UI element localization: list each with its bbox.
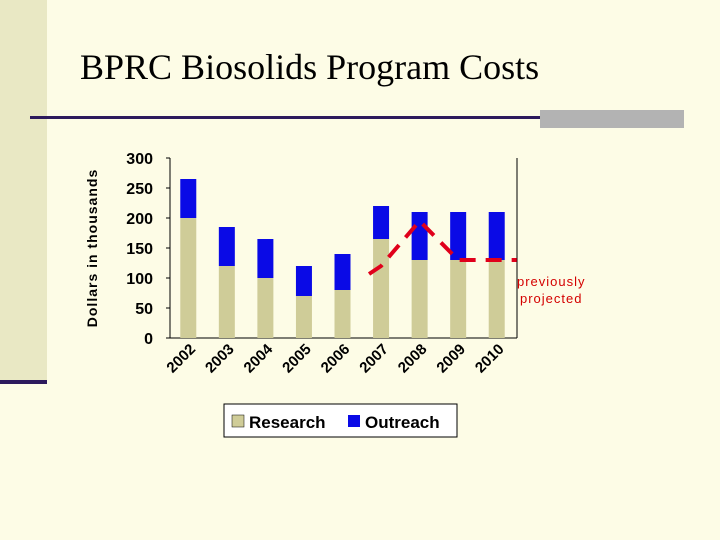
y-tick-label: 100 xyxy=(126,271,153,288)
legend-swatch-research xyxy=(231,414,245,428)
legend-box xyxy=(223,403,458,438)
bar-outreach-2007 xyxy=(373,206,390,239)
x-tick-label: 2003 xyxy=(202,341,238,377)
decorative-left-bar-line xyxy=(0,380,47,384)
y-axis-ticks: 0 50 100 150 200 250 300 xyxy=(126,151,170,348)
bar-research-2005 xyxy=(295,296,312,338)
y-tick-label: 0 xyxy=(144,331,153,348)
x-tick-label: 2006 xyxy=(318,341,354,377)
x-tick-label: 2002 xyxy=(163,341,199,377)
bar-research-2007 xyxy=(373,239,390,338)
projection-line xyxy=(367,218,517,276)
bar-outreach-2010 xyxy=(488,212,505,260)
bar-research-2010 xyxy=(488,260,505,338)
x-axis-ticks: 2002 2003 2004 2005 2006 2007 2008 2009 2010 xyxy=(163,340,507,376)
x-tick-label: 2009 xyxy=(433,341,469,377)
y-tick-label: 300 xyxy=(126,151,153,168)
bar-research-2002 xyxy=(180,218,197,338)
x-tick-label: 2008 xyxy=(395,341,431,377)
y-axis-label: Dollars in thousands xyxy=(84,169,100,327)
bar-outreach-2009 xyxy=(450,212,467,260)
projection-label-line1: previously xyxy=(517,274,586,289)
y-tick-label: 150 xyxy=(126,241,153,258)
y-tick-label: 50 xyxy=(135,301,153,318)
projection-label-line2: projected xyxy=(520,291,582,306)
bar-outreach-2003 xyxy=(218,227,235,266)
y-tick-label: 250 xyxy=(126,181,153,198)
decorative-left-bar xyxy=(0,0,47,383)
bar-outreach-2002 xyxy=(180,179,197,218)
title-rule-accent xyxy=(540,110,684,128)
legend-label-outreach: Outreach xyxy=(365,413,440,432)
bar-research-2006 xyxy=(334,290,351,338)
bar-outreach-2004 xyxy=(257,239,274,278)
slide-title: BPRC Biosolids Program Costs xyxy=(80,47,540,87)
bars xyxy=(180,179,505,338)
title-rule xyxy=(30,116,540,119)
x-tick-label: 2007 xyxy=(356,341,392,377)
x-tick-label: 2004 xyxy=(241,340,277,376)
bar-research-2009 xyxy=(450,260,467,338)
x-tick-label: 2005 xyxy=(279,341,315,377)
bar-outreach-2005 xyxy=(295,266,312,296)
bar-outreach-2006 xyxy=(334,254,351,290)
legend-label-research: Research xyxy=(249,413,326,432)
legend-swatch-outreach xyxy=(348,415,360,427)
bar-research-2008 xyxy=(411,260,428,338)
bar-research-2003 xyxy=(218,266,235,338)
bar-outreach-2008 xyxy=(411,212,428,260)
y-tick-label: 200 xyxy=(126,211,153,228)
bar-research-2004 xyxy=(257,278,274,338)
x-tick-label: 2010 xyxy=(472,341,508,377)
